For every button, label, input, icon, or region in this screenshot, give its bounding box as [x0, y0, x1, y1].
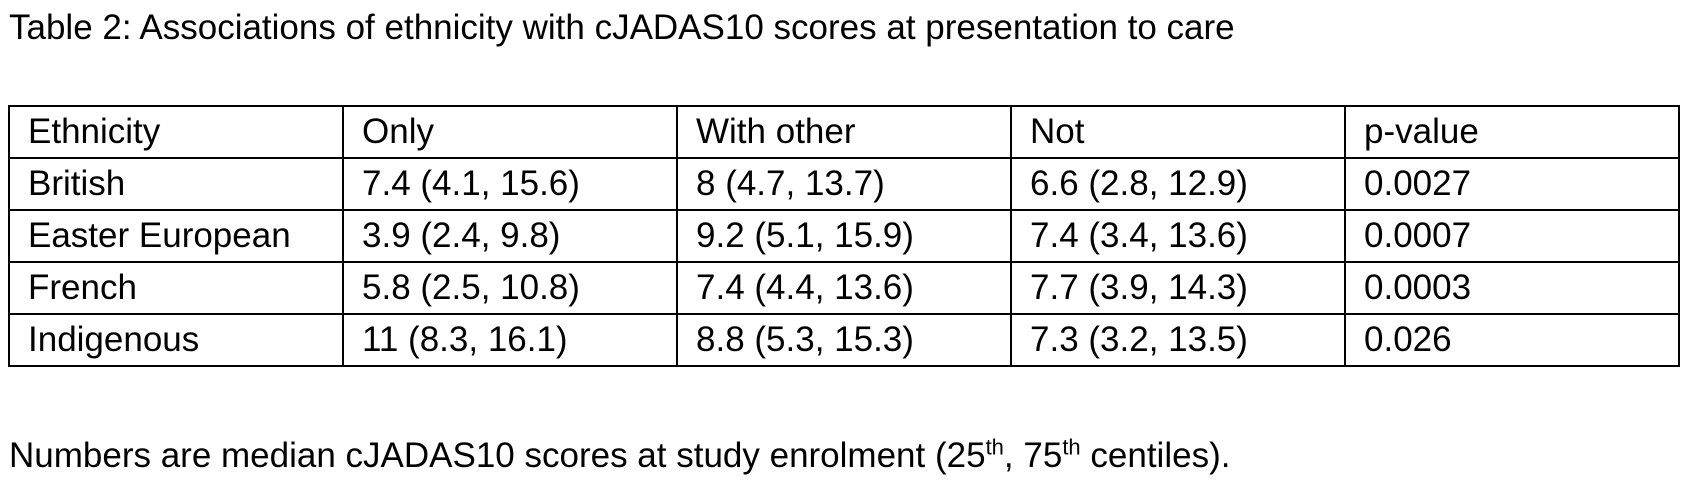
cell-only: 11 (8.3, 16.1): [342, 313, 678, 367]
table-row: Indigenous 11 (8.3, 16.1) 8.8 (5.3, 15.3…: [8, 313, 1680, 367]
cell-with-other: 9.2 (5.1, 15.9): [676, 209, 1012, 263]
cell-only: 7.4 (4.1, 15.6): [342, 157, 678, 211]
cell-only: 5.8 (2.5, 10.8): [342, 261, 678, 315]
cell-p-value: 0.0003: [1344, 261, 1680, 315]
cell-p-value: 0.026: [1344, 313, 1680, 367]
header-cell-only: Only: [342, 105, 678, 159]
footnote-superscript: th: [1062, 434, 1081, 460]
cell-not: 7.7 (3.9, 14.3): [1010, 261, 1346, 315]
data-table: Ethnicity Only With other Not p-value Br…: [8, 105, 1680, 367]
header-cell-ethnicity: Ethnicity: [8, 105, 344, 159]
header-cell-not: Not: [1010, 105, 1346, 159]
cell-not: 6.6 (2.8, 12.9): [1010, 157, 1346, 211]
cell-not: 7.3 (3.2, 13.5): [1010, 313, 1346, 367]
cell-only: 3.9 (2.4, 9.8): [342, 209, 678, 263]
header-cell-p-value: p-value: [1344, 105, 1680, 159]
footnote-text: Numbers are median cJADAS10 scores at st…: [9, 436, 986, 475]
footnote-text: , 75: [1003, 436, 1063, 475]
cell-p-value: 0.0007: [1344, 209, 1680, 263]
cell-ethnicity: Indigenous: [8, 313, 344, 367]
table-caption: Table 2: Associations of ethnicity with …: [9, 8, 1235, 47]
footnote-superscript: th: [985, 434, 1004, 460]
table-row: Easter European 3.9 (2.4, 9.8) 9.2 (5.1,…: [8, 209, 1680, 263]
cell-ethnicity: Easter European: [8, 209, 344, 263]
cell-with-other: 8.8 (5.3, 15.3): [676, 313, 1012, 367]
cell-ethnicity: French: [8, 261, 344, 315]
table-row: French 5.8 (2.5, 10.8) 7.4 (4.4, 13.6) 7…: [8, 261, 1680, 315]
footnote-text: centiles).: [1080, 436, 1231, 475]
cell-with-other: 8 (4.7, 13.7): [676, 157, 1012, 211]
cell-p-value: 0.0027: [1344, 157, 1680, 211]
cell-with-other: 7.4 (4.4, 13.6): [676, 261, 1012, 315]
header-cell-with-other: With other: [676, 105, 1012, 159]
table-row: British 7.4 (4.1, 15.6) 8 (4.7, 13.7) 6.…: [8, 157, 1680, 211]
cell-ethnicity: British: [8, 157, 344, 211]
table-header-row: Ethnicity Only With other Not p-value: [8, 105, 1680, 159]
cell-not: 7.4 (3.4, 13.6): [1010, 209, 1346, 263]
table-footnote: Numbers are median cJADAS10 scores at st…: [9, 432, 1230, 480]
